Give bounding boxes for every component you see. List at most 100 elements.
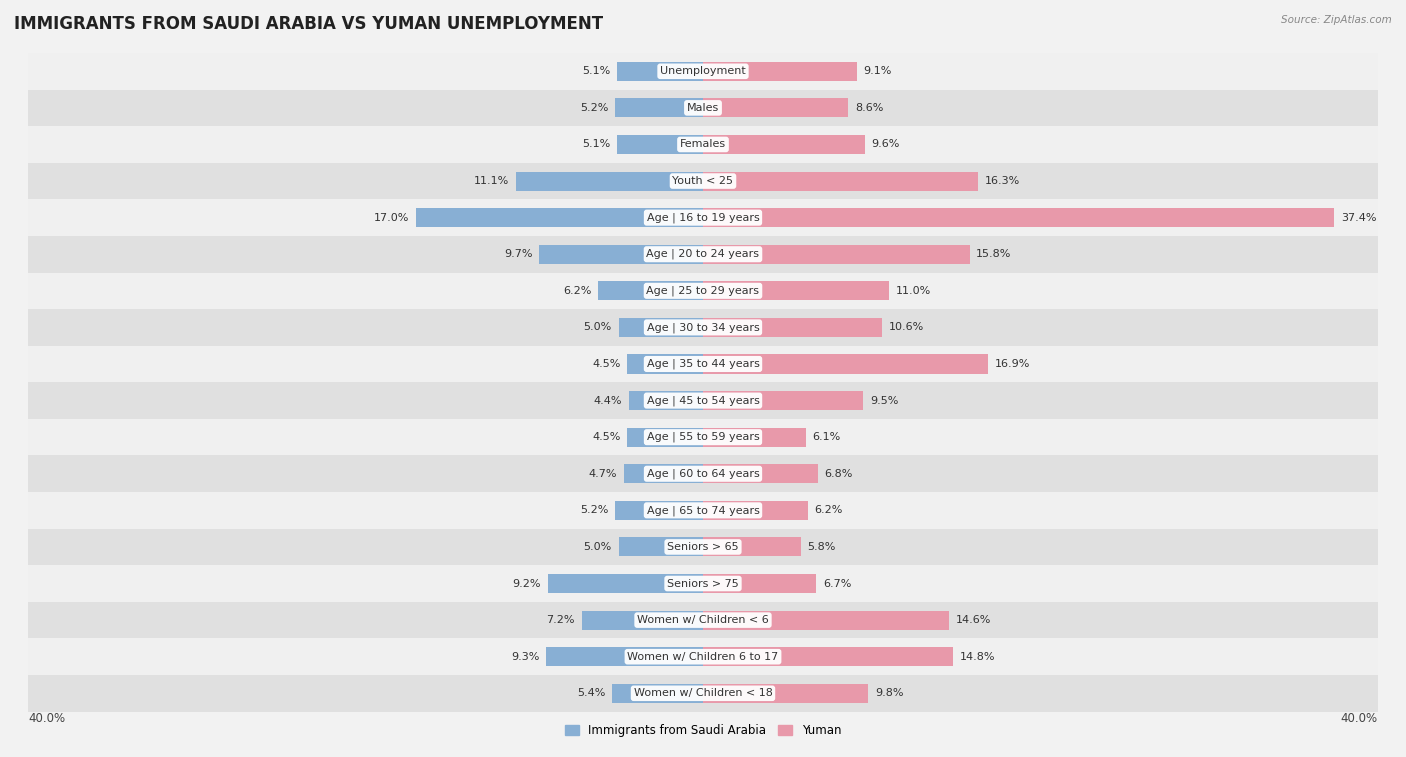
Bar bbox=[540, 245, 703, 263]
Text: 16.9%: 16.9% bbox=[995, 359, 1031, 369]
Text: Age | 35 to 44 years: Age | 35 to 44 years bbox=[647, 359, 759, 369]
Bar bbox=[582, 611, 703, 630]
Text: 11.0%: 11.0% bbox=[896, 286, 931, 296]
Bar bbox=[703, 611, 949, 630]
Bar bbox=[28, 89, 1378, 126]
Bar bbox=[28, 382, 1378, 419]
Text: 5.8%: 5.8% bbox=[807, 542, 837, 552]
Bar bbox=[619, 318, 703, 337]
Text: 9.6%: 9.6% bbox=[872, 139, 900, 149]
Text: Age | 25 to 29 years: Age | 25 to 29 years bbox=[647, 285, 759, 296]
Bar bbox=[627, 354, 703, 373]
Text: Males: Males bbox=[688, 103, 718, 113]
Bar bbox=[28, 528, 1378, 565]
Text: 6.2%: 6.2% bbox=[814, 506, 842, 516]
Bar bbox=[28, 199, 1378, 236]
Text: Age | 30 to 34 years: Age | 30 to 34 years bbox=[647, 322, 759, 332]
Bar bbox=[28, 163, 1378, 199]
Bar bbox=[703, 318, 882, 337]
Text: Age | 45 to 54 years: Age | 45 to 54 years bbox=[647, 395, 759, 406]
Text: 4.5%: 4.5% bbox=[592, 359, 620, 369]
Bar bbox=[617, 135, 703, 154]
Text: 4.4%: 4.4% bbox=[593, 396, 621, 406]
Bar bbox=[616, 98, 703, 117]
Text: 5.2%: 5.2% bbox=[581, 103, 609, 113]
Bar bbox=[703, 537, 801, 556]
Bar bbox=[703, 282, 889, 301]
Bar bbox=[703, 135, 865, 154]
Bar bbox=[624, 464, 703, 483]
Bar bbox=[28, 273, 1378, 309]
Bar bbox=[28, 309, 1378, 346]
Bar bbox=[28, 53, 1378, 89]
Text: 4.5%: 4.5% bbox=[592, 432, 620, 442]
Bar bbox=[628, 391, 703, 410]
Bar bbox=[627, 428, 703, 447]
Text: 7.2%: 7.2% bbox=[547, 615, 575, 625]
Bar bbox=[703, 208, 1334, 227]
Text: 5.0%: 5.0% bbox=[583, 542, 612, 552]
Text: 5.4%: 5.4% bbox=[576, 688, 605, 698]
Text: Unemployment: Unemployment bbox=[661, 67, 745, 76]
Text: Age | 20 to 24 years: Age | 20 to 24 years bbox=[647, 249, 759, 260]
Bar bbox=[703, 172, 979, 191]
Bar bbox=[703, 428, 806, 447]
Bar bbox=[703, 391, 863, 410]
Text: Seniors > 75: Seniors > 75 bbox=[666, 578, 740, 588]
Text: 10.6%: 10.6% bbox=[889, 322, 924, 332]
Bar bbox=[416, 208, 703, 227]
Legend: Immigrants from Saudi Arabia, Yuman: Immigrants from Saudi Arabia, Yuman bbox=[560, 719, 846, 742]
Text: 14.8%: 14.8% bbox=[959, 652, 995, 662]
Text: 9.2%: 9.2% bbox=[513, 578, 541, 588]
Text: 6.8%: 6.8% bbox=[824, 469, 853, 478]
Text: Age | 55 to 59 years: Age | 55 to 59 years bbox=[647, 432, 759, 442]
Bar bbox=[516, 172, 703, 191]
Bar bbox=[28, 456, 1378, 492]
Text: Seniors > 65: Seniors > 65 bbox=[668, 542, 738, 552]
Text: 9.5%: 9.5% bbox=[870, 396, 898, 406]
Text: Women w/ Children < 18: Women w/ Children < 18 bbox=[634, 688, 772, 698]
Text: 6.1%: 6.1% bbox=[813, 432, 841, 442]
Text: IMMIGRANTS FROM SAUDI ARABIA VS YUMAN UNEMPLOYMENT: IMMIGRANTS FROM SAUDI ARABIA VS YUMAN UN… bbox=[14, 15, 603, 33]
Text: Source: ZipAtlas.com: Source: ZipAtlas.com bbox=[1281, 15, 1392, 25]
Text: 16.3%: 16.3% bbox=[984, 176, 1019, 186]
Text: 8.6%: 8.6% bbox=[855, 103, 883, 113]
Bar bbox=[703, 98, 848, 117]
Text: 9.3%: 9.3% bbox=[510, 652, 540, 662]
Bar bbox=[703, 464, 818, 483]
Text: 17.0%: 17.0% bbox=[374, 213, 409, 223]
Bar bbox=[703, 647, 953, 666]
Bar bbox=[703, 354, 988, 373]
Text: 5.1%: 5.1% bbox=[582, 67, 610, 76]
Bar bbox=[619, 537, 703, 556]
Text: 9.8%: 9.8% bbox=[875, 688, 904, 698]
Text: 14.6%: 14.6% bbox=[956, 615, 991, 625]
Bar bbox=[703, 501, 807, 520]
Text: Females: Females bbox=[681, 139, 725, 149]
Text: 4.7%: 4.7% bbox=[589, 469, 617, 478]
Text: 37.4%: 37.4% bbox=[1341, 213, 1376, 223]
Text: 5.0%: 5.0% bbox=[583, 322, 612, 332]
Bar bbox=[28, 346, 1378, 382]
Bar bbox=[703, 62, 856, 81]
Bar bbox=[548, 574, 703, 593]
Text: 40.0%: 40.0% bbox=[1341, 712, 1378, 725]
Bar bbox=[28, 126, 1378, 163]
Text: Women w/ Children < 6: Women w/ Children < 6 bbox=[637, 615, 769, 625]
Text: 40.0%: 40.0% bbox=[28, 712, 65, 725]
Text: Youth < 25: Youth < 25 bbox=[672, 176, 734, 186]
Bar bbox=[616, 501, 703, 520]
Bar bbox=[546, 647, 703, 666]
Text: 15.8%: 15.8% bbox=[976, 249, 1012, 259]
Bar bbox=[28, 602, 1378, 638]
Bar bbox=[703, 245, 970, 263]
Text: 5.1%: 5.1% bbox=[582, 139, 610, 149]
Bar bbox=[617, 62, 703, 81]
Text: Age | 16 to 19 years: Age | 16 to 19 years bbox=[647, 213, 759, 223]
Bar bbox=[28, 675, 1378, 712]
Text: Age | 65 to 74 years: Age | 65 to 74 years bbox=[647, 505, 759, 516]
Text: 6.7%: 6.7% bbox=[823, 578, 851, 588]
Text: 9.7%: 9.7% bbox=[505, 249, 533, 259]
Bar bbox=[28, 492, 1378, 528]
Text: 6.2%: 6.2% bbox=[564, 286, 592, 296]
